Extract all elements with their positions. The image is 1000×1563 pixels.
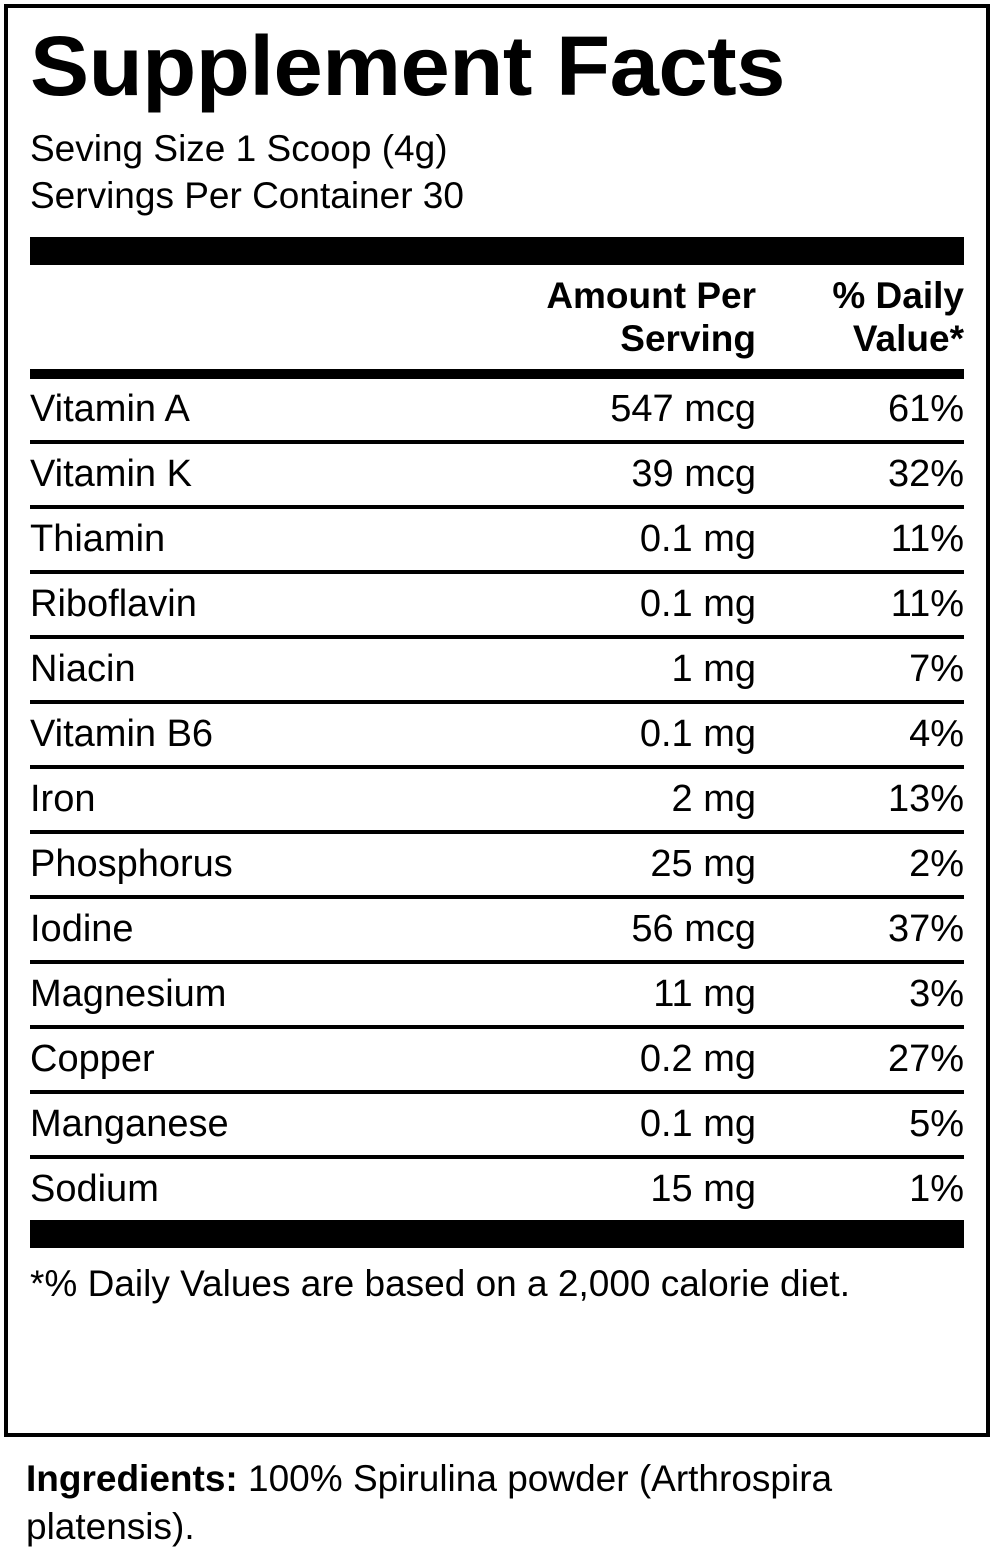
nutrient-name: Phosphorus <box>30 843 233 886</box>
column-header-percent-daily-value: % Daily Value* <box>832 275 964 360</box>
divider-thick-bottom <box>30 1220 964 1249</box>
nutrient-daily-value: 2% <box>909 843 964 886</box>
table-row: Sodium 15 mg 1% <box>30 1159 964 1220</box>
table-row: Copper 0.2 mg 27% <box>30 1029 964 1090</box>
page-title: Supplement Facts <box>30 19 785 113</box>
table-row: Iron 2 mg 13% <box>30 769 964 830</box>
ingredients-section: Ingredients: 100% Spirulina powder (Arth… <box>26 1455 966 1551</box>
nutrient-name: Magnesium <box>30 973 227 1016</box>
nutrient-amount: 2 mg <box>671 778 756 821</box>
nutrient-amount: 0.2 mg <box>639 1038 756 1081</box>
nutrient-amount: 25 mg <box>650 843 756 886</box>
table-row: Vitamin K 39 mcg 32% <box>30 444 964 505</box>
nutrient-amount: 56 mcg <box>631 908 756 951</box>
nutrient-amount: 0.1 mg <box>639 1103 756 1146</box>
nutrient-name: Manganese <box>30 1103 229 1146</box>
nutrient-daily-value: 4% <box>909 713 964 756</box>
table-row: Riboflavin 0.1 mg 11% <box>30 574 964 635</box>
table-row: Niacin 1 mg 7% <box>30 639 964 700</box>
nutrient-daily-value: 3% <box>909 973 964 1016</box>
table-row: Thiamin 0.1 mg 11% <box>30 509 964 570</box>
nutrient-table: Vitamin A 547 mcg 61% Vitamin K 39 mcg 32% Thi… <box>30 379 964 1220</box>
nutrient-daily-value: 7% <box>909 648 964 691</box>
nutrient-amount: 547 mcg <box>610 388 756 431</box>
table-row: Iodine 56 mcg 37% <box>30 899 964 960</box>
row-separator <box>30 635 964 640</box>
serving-info: Seving Size 1 Scoop (4g) Servings Per Co… <box>30 126 964 219</box>
row-separator <box>30 440 964 445</box>
nutrient-amount: 0.1 mg <box>639 518 756 561</box>
divider-thick-top <box>30 237 964 266</box>
nutrient-amount: 0.1 mg <box>639 713 756 756</box>
row-separator <box>30 570 964 575</box>
table-column-headers: Amount Per Serving % Daily Value* <box>30 265 964 369</box>
ingredients-text: 100% Spirulina powder (Arthrospira plate… <box>26 1458 833 1548</box>
ingredients-label: Ingredients: <box>26 1458 238 1499</box>
column-header-amount-per-serving: Amount Per Serving <box>546 275 756 360</box>
daily-value-footnote: *% Daily Values are based on a 2,000 cal… <box>30 1263 850 1305</box>
nutrient-name: Thiamin <box>30 518 166 561</box>
nutrient-amount: 0.1 mg <box>639 583 756 626</box>
table-row: Manganese 0.1 mg 5% <box>30 1094 964 1155</box>
nutrient-name: Riboflavin <box>30 583 197 626</box>
divider-medium-under-headers <box>30 369 964 380</box>
row-separator <box>30 1090 964 1095</box>
nutrient-name: Iron <box>30 778 96 821</box>
nutrient-amount: 15 mg <box>650 1168 756 1211</box>
table-row: Vitamin B6 0.1 mg 4% <box>30 704 964 765</box>
nutrient-daily-value: 27% <box>887 1038 964 1081</box>
nutrient-daily-value: 5% <box>909 1103 964 1146</box>
nutrient-daily-value: 13% <box>887 778 964 821</box>
nutrient-amount: 39 mcg <box>631 453 756 496</box>
supplement-facts-panel: Supplement Facts Seving Size 1 Scoop (4g… <box>4 4 990 1437</box>
nutrient-name: Vitamin K <box>30 453 192 496</box>
panel-content: Supplement Facts Seving Size 1 Scoop (4g… <box>8 24 986 1308</box>
nutrient-name: Niacin <box>30 648 136 691</box>
row-separator <box>30 960 964 965</box>
table-row: Phosphorus 25 mg 2% <box>30 834 964 895</box>
serving-size-text: Seving Size 1 Scoop (4g) <box>30 128 448 169</box>
row-separator <box>30 1155 964 1160</box>
row-separator <box>30 1025 964 1030</box>
row-separator <box>30 830 964 835</box>
nutrient-daily-value: 11% <box>890 518 964 561</box>
table-row: Magnesium 11 mg 3% <box>30 964 964 1025</box>
table-row: Vitamin A 547 mcg 61% <box>30 379 964 440</box>
nutrient-name: Iodine <box>30 908 134 951</box>
nutrient-daily-value: 11% <box>890 583 964 626</box>
nutrient-name: Copper <box>30 1038 155 1081</box>
nutrient-name: Vitamin B6 <box>30 713 214 756</box>
nutrient-daily-value: 1% <box>909 1168 964 1211</box>
nutrient-daily-value: 37% <box>887 908 964 951</box>
nutrient-name: Sodium <box>30 1168 159 1211</box>
row-separator <box>30 505 964 510</box>
nutrient-name: Vitamin A <box>30 388 190 431</box>
nutrient-daily-value: 32% <box>887 453 964 496</box>
servings-per-container-text: Servings Per Container 30 <box>30 174 464 216</box>
nutrient-daily-value: 61% <box>887 388 964 431</box>
row-separator <box>30 700 964 705</box>
row-separator <box>30 765 964 770</box>
nutrient-amount: 11 mg <box>653 973 756 1016</box>
row-separator <box>30 895 964 900</box>
nutrient-amount: 1 mg <box>671 648 756 691</box>
